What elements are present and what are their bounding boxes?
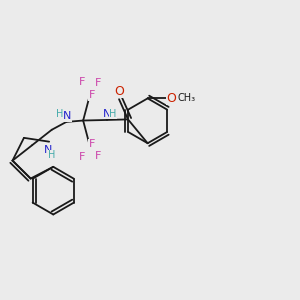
Text: H: H bbox=[48, 150, 56, 160]
Text: F: F bbox=[79, 77, 85, 87]
Text: O: O bbox=[114, 85, 124, 98]
Text: CH₃: CH₃ bbox=[178, 93, 196, 103]
Text: H: H bbox=[110, 109, 117, 119]
Text: F: F bbox=[79, 152, 85, 162]
Text: O: O bbox=[167, 92, 176, 105]
Text: H: H bbox=[56, 109, 64, 119]
Text: F: F bbox=[95, 151, 101, 160]
Text: F: F bbox=[88, 90, 95, 100]
Text: F: F bbox=[88, 140, 95, 149]
Text: F: F bbox=[95, 78, 101, 88]
Text: N: N bbox=[103, 109, 112, 119]
Text: N: N bbox=[63, 111, 71, 121]
Text: N: N bbox=[44, 145, 52, 155]
